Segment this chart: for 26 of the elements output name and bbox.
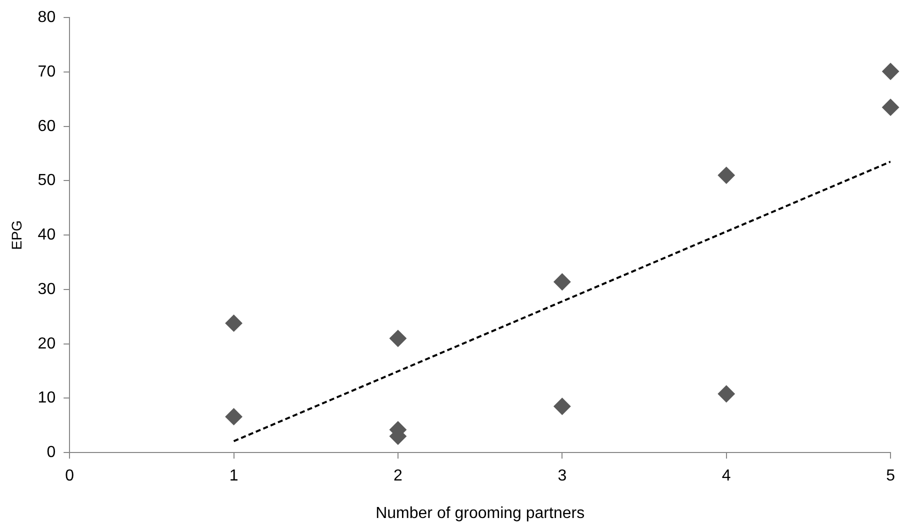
point: [718, 166, 735, 184]
y-tick-label: 70: [38, 63, 56, 80]
x-tick-label: 3: [558, 468, 567, 485]
point: [554, 398, 571, 415]
point: [225, 314, 242, 332]
x-axis-title: Number of grooming partners: [376, 504, 585, 522]
point: [882, 62, 900, 80]
point: [225, 408, 242, 426]
y-tick-label: 40: [38, 226, 56, 244]
x-tick-label: 0: [65, 468, 74, 485]
x-tick-label: 1: [229, 468, 238, 485]
point: [718, 385, 735, 402]
x-tick-label: 5: [886, 468, 896, 485]
y-axis-title: EPG: [8, 220, 24, 250]
x-tick-label: 2: [394, 468, 403, 485]
y-tick-label: 30: [38, 280, 56, 298]
y-tick-label: 80: [38, 9, 56, 26]
y-tick-label: 0: [46, 444, 56, 462]
x-tick-label: 4: [722, 468, 731, 485]
point: [554, 273, 571, 290]
y-tick-label: 60: [38, 118, 56, 135]
y-tick-label: 50: [38, 172, 56, 190]
y-tick-label: 20: [38, 335, 56, 352]
y-tick-label: 10: [38, 390, 56, 407]
point: [882, 98, 900, 116]
point: [389, 330, 406, 347]
